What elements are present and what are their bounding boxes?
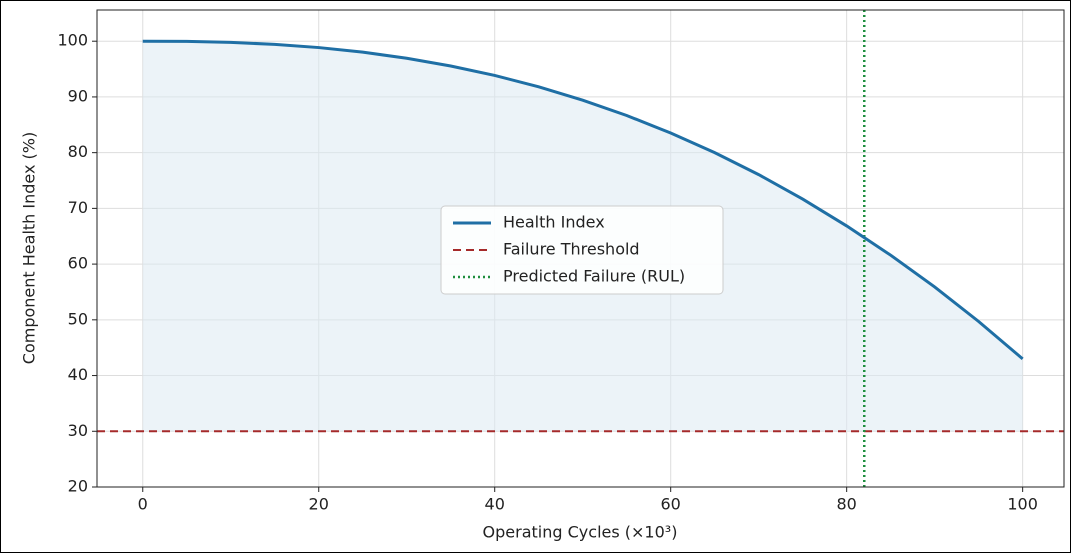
y-tick-label: 20	[68, 477, 88, 496]
line	[142, 39, 1024, 360]
y-tick-label: 30	[68, 421, 88, 440]
legend-label: Predicted Failure (RUL)	[503, 267, 685, 286]
x-tick-label: 100	[1007, 495, 1038, 514]
y-tick-label: 40	[68, 365, 88, 384]
legend-label: Health Index	[503, 213, 605, 232]
y-tick-label: 80	[68, 142, 88, 161]
legend-label: Failure Threshold	[503, 240, 640, 259]
axes-frame	[96, 9, 1065, 488]
y-tick-label: 50	[68, 309, 88, 328]
x-tick-label: 40	[485, 495, 505, 514]
y-tick-label: 70	[68, 198, 88, 217]
y-tick-label: 60	[68, 254, 88, 273]
y-tick-label: 90	[68, 86, 88, 105]
x-tick-label: 80	[836, 495, 856, 514]
x-tick-label: 60	[661, 495, 681, 514]
x-tick-label: 20	[309, 495, 329, 514]
x-tick-label: 0	[138, 495, 148, 514]
legend	[440, 205, 724, 295]
x-axis-label: Operating Cycles (×10³)	[483, 523, 678, 542]
y-axis-label: Component Health Index (%)	[20, 132, 39, 364]
y-tick-label: 100	[57, 31, 88, 50]
